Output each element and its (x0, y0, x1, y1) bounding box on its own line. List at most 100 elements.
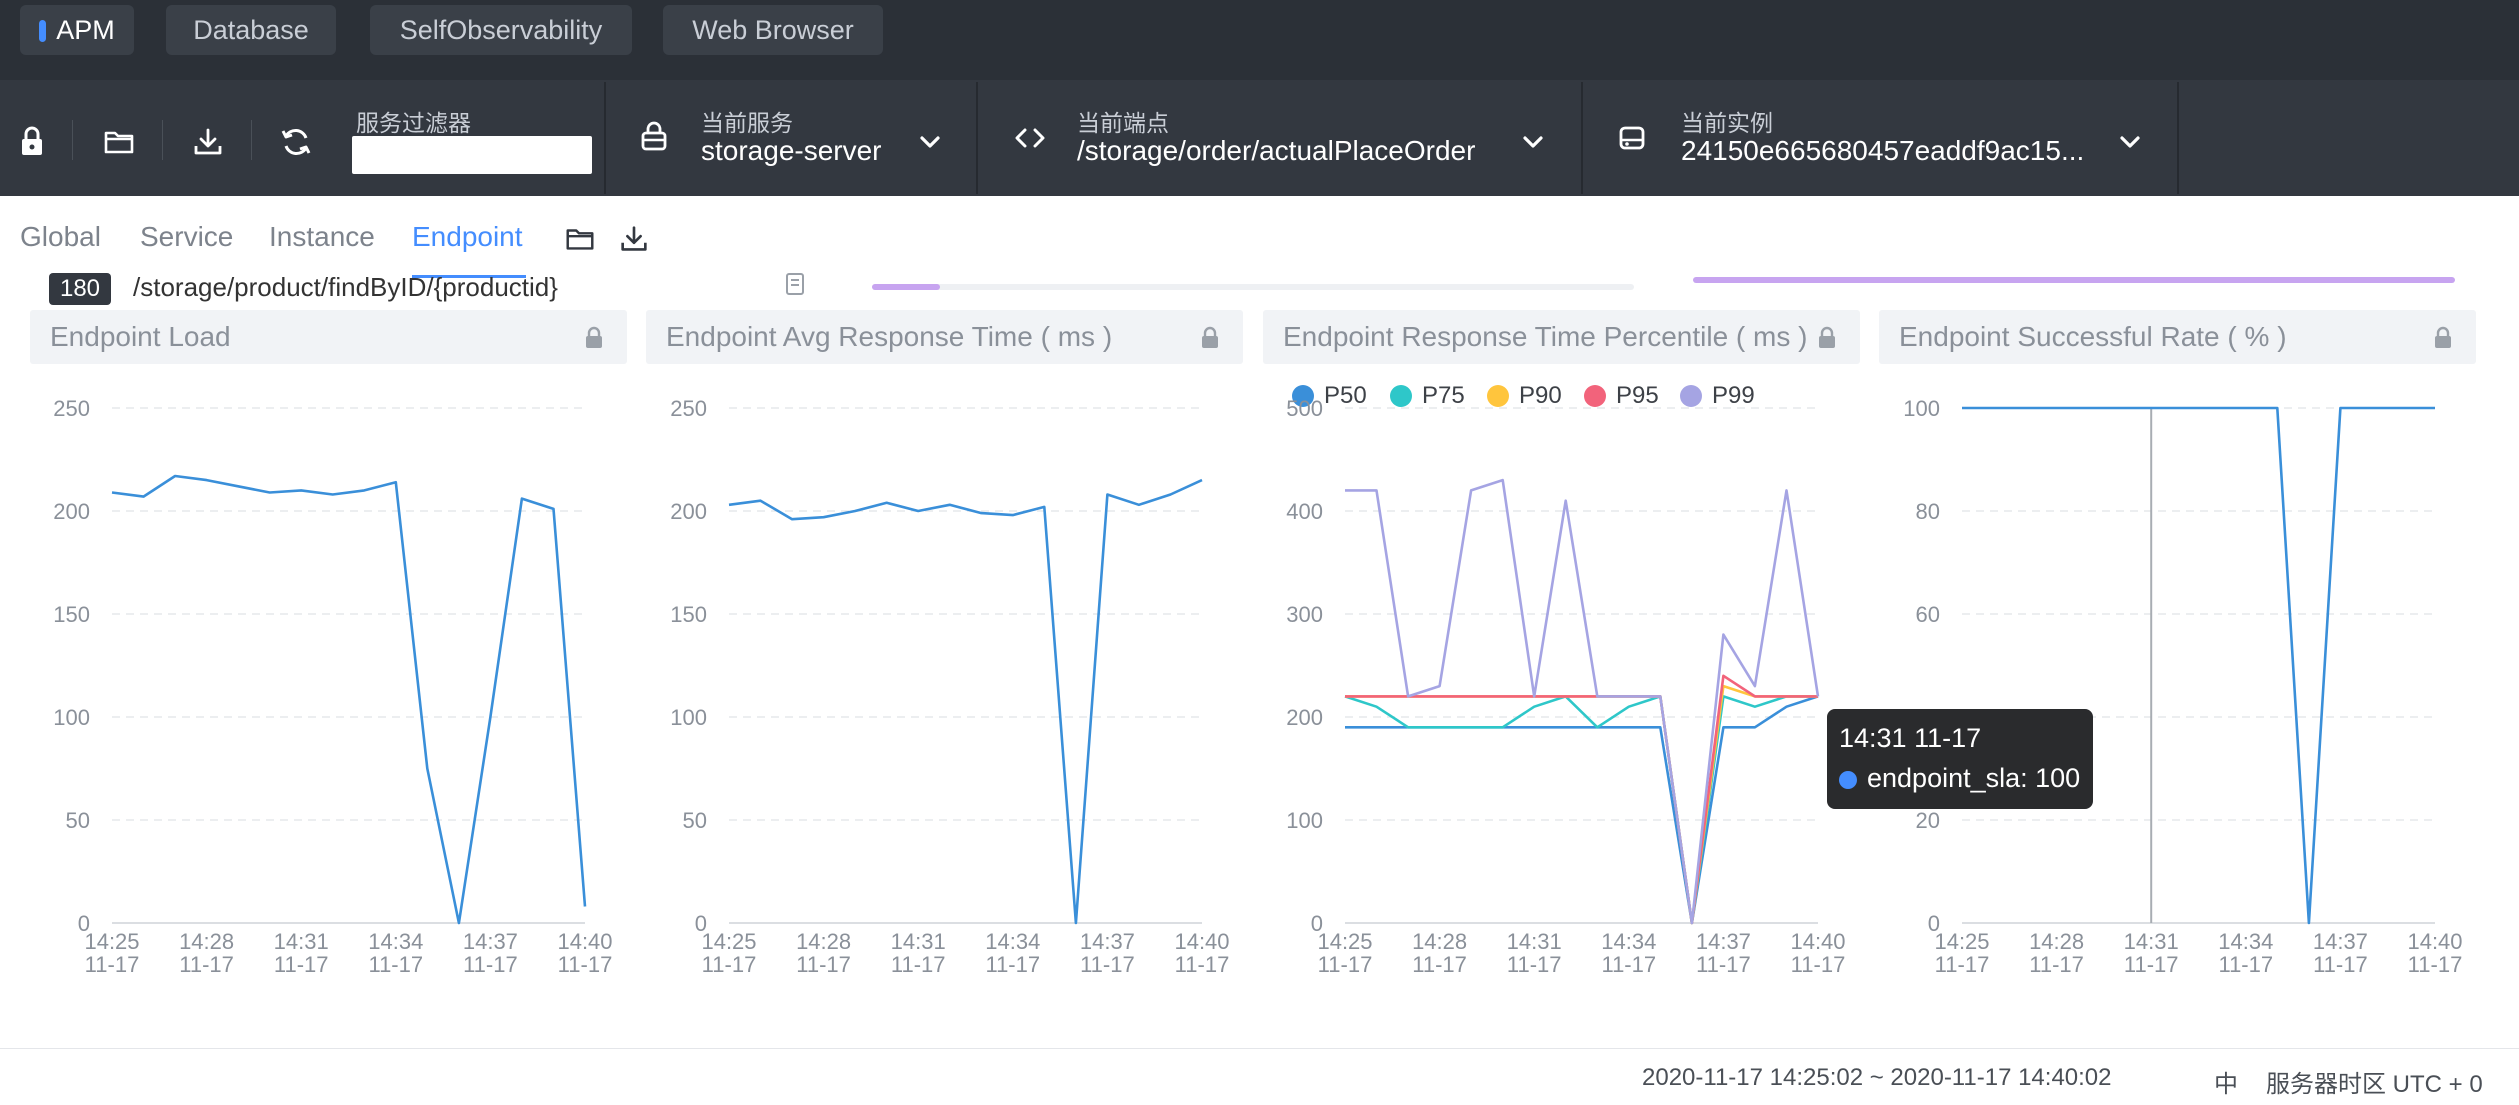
legend-item-p95[interactable]: P95 (1584, 382, 1659, 410)
top-nav: APM Database SelfObservability Web Brows… (0, 0, 2519, 80)
legend-item-p75[interactable]: P75 (1390, 382, 1465, 410)
card-title: Endpoint Response Time Percentile ( ms ) (1283, 321, 1808, 352)
folder-icon[interactable] (101, 124, 137, 160)
x-tick-date: 11-17 (1791, 952, 1846, 977)
card-title: Endpoint Avg Response Time ( ms ) (666, 321, 1113, 352)
y-tick-label: 100 (670, 705, 707, 730)
code-icon (1015, 128, 1045, 148)
download-icon[interactable] (617, 222, 651, 256)
x-tick-label: 14:37 (2313, 929, 2368, 954)
download-icon[interactable] (190, 124, 226, 160)
chart-endpoint-response-percentile[interactable]: 010020030040050014:2511-1714:2811-1714:3… (1233, 390, 1863, 990)
tab-service[interactable]: Service (140, 221, 234, 252)
lock-icon[interactable] (1816, 326, 1838, 350)
chevron-down-icon[interactable] (2112, 124, 2148, 160)
nav-tab-apm[interactable]: APM (20, 5, 134, 55)
x-tick-label: 14:31 (1507, 929, 1562, 954)
nav-tab-web-browser[interactable]: Web Browser (663, 5, 883, 55)
legend-item-p50[interactable]: P50 (1292, 382, 1367, 410)
endpoint-path[interactable]: /storage/product/findByID/{productid} (133, 272, 558, 302)
y-tick-label: 0 (1311, 911, 1323, 936)
x-tick-label: 14:28 (179, 929, 234, 954)
y-tick-label: 200 (1286, 705, 1323, 730)
toolbar-divider (72, 120, 73, 160)
tooltip-row: endpoint_sla: 100 (1839, 763, 2080, 794)
series-dot (1839, 771, 1857, 789)
chart-endpoint-avg-response-time[interactable]: 05010015020025014:2511-1714:2811-1714:31… (617, 390, 1247, 990)
series-line[interactable] (1962, 406, 2435, 925)
footer-divider (0, 1048, 2519, 1049)
active-indicator-icon (39, 20, 47, 42)
legend-label: P50 (1324, 382, 1367, 409)
tab-global[interactable]: Global (20, 221, 101, 252)
chart-endpoint-load[interactable]: 05010015020025014:2511-1714:2811-1714:31… (0, 390, 630, 990)
x-tick-date: 11-17 (796, 952, 851, 977)
x-tick-label: 14:37 (1696, 929, 1751, 954)
series-line[interactable] (728, 478, 1203, 925)
series-line-p99[interactable] (1345, 478, 1820, 925)
lock-icon[interactable] (583, 326, 605, 350)
y-tick-label: 60 (1916, 602, 1940, 627)
tooltip-time: 14:31 11-17 (1839, 723, 1982, 753)
folder-icon[interactable] (563, 222, 597, 256)
x-tick-date: 11-17 (85, 952, 140, 977)
dashboard-tabs (0, 196, 2519, 280)
lock-icon[interactable] (14, 124, 50, 160)
legend-item-p90[interactable]: P90 (1487, 382, 1562, 410)
nav-tab-label: APM (56, 15, 115, 45)
x-tick-date: 11-17 (2313, 952, 2368, 977)
y-tick-label: 0 (695, 911, 707, 936)
y-tick-label: 300 (1286, 602, 1323, 627)
series-line-p75[interactable] (1344, 695, 1818, 925)
y-tick-label: 200 (53, 499, 90, 524)
x-tick-date: 11-17 (2218, 952, 2273, 977)
language-toggle[interactable]: 中 (2214, 1071, 2238, 1098)
x-tick-label: 14:40 (1790, 929, 1845, 954)
x-tick-label: 14:37 (1080, 929, 1135, 954)
endpoint-selector-value[interactable]: /storage/order/actualPlaceOrder (1077, 135, 1476, 166)
x-tick-date: 11-17 (891, 952, 946, 977)
chevron-down-icon[interactable] (912, 124, 948, 160)
tab-endpoint[interactable]: Endpoint (412, 221, 523, 252)
x-tick-label: 14:40 (2407, 929, 2462, 954)
progress-track (872, 284, 1634, 290)
legend-item-p99[interactable]: P99 (1680, 382, 1755, 410)
series-line-p90[interactable] (1345, 684, 1818, 925)
x-tick-date: 11-17 (558, 952, 613, 977)
toolbar-divider (162, 120, 163, 160)
x-tick-label: 14:28 (1412, 929, 1467, 954)
toolbar-divider (2177, 82, 2179, 194)
card-header-endpoint-response-percentile: Endpoint Response Time Percentile ( ms ) (1263, 310, 1860, 364)
x-tick-label: 14:34 (368, 929, 423, 954)
x-tick-label: 14:31 (274, 929, 329, 954)
tab-instance[interactable]: Instance (269, 221, 375, 252)
nav-tab-selfobservability[interactable]: SelfObservability (370, 5, 632, 55)
x-tick-label: 14:40 (1174, 929, 1229, 954)
y-tick-label: 250 (670, 396, 707, 421)
x-tick-date: 11-17 (1175, 952, 1230, 977)
series-line[interactable] (111, 474, 587, 925)
y-tick-label: 0 (78, 911, 90, 936)
copy-icon[interactable] (780, 268, 810, 298)
chart-endpoint-successful-rate[interactable]: 02040608010014:2511-1714:2811-1714:3111-… (1850, 390, 2480, 990)
service-selector-value[interactable]: storage-server (701, 135, 882, 166)
endpoint-selector-label: 当前端点 (1077, 110, 1169, 136)
service-filter-input[interactable] (352, 136, 592, 174)
legend-label: P95 (1616, 382, 1659, 409)
y-tick-label: 100 (53, 705, 90, 730)
lock-icon[interactable] (2432, 326, 2454, 350)
x-tick-date: 11-17 (1507, 952, 1562, 977)
y-tick-label: 50 (66, 808, 90, 833)
series-line-p95[interactable] (1345, 674, 1818, 925)
x-tick-label: 14:34 (985, 929, 1040, 954)
chevron-down-icon[interactable] (1515, 124, 1551, 160)
refresh-icon[interactable] (278, 124, 314, 160)
series-line-p50[interactable] (1345, 695, 1819, 925)
lock-icon[interactable] (1199, 326, 1221, 350)
time-range[interactable]: 2020-11-17 14:25:02 ~ 2020-11-17 14:40:0… (1642, 1064, 2112, 1091)
y-tick-label: 400 (1286, 499, 1323, 524)
nav-tab-database[interactable]: Database (166, 5, 336, 55)
legend-dot (1680, 385, 1702, 407)
endpoint-count-badge: 180 (49, 273, 111, 305)
instance-selector-value[interactable]: 24150e665680457eaddf9ac15... (1681, 135, 2085, 166)
